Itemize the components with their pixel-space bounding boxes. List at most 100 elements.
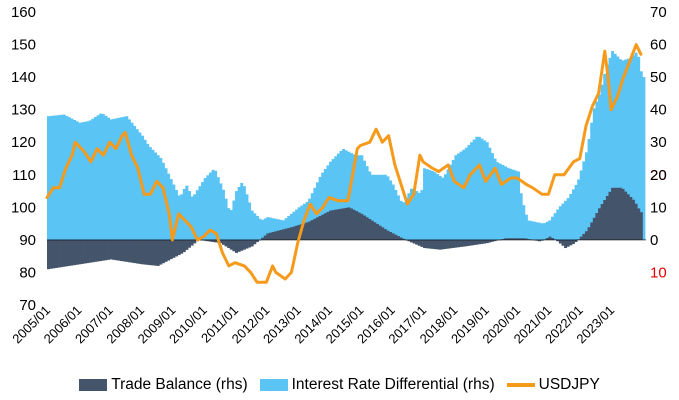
bar-mark (558, 239, 562, 244)
bar-mark (467, 239, 471, 246)
bar-mark (360, 155, 364, 240)
bar-mark (159, 157, 163, 240)
bar-mark (381, 227, 385, 240)
bar-mark (621, 188, 625, 240)
bar-mark (62, 239, 66, 267)
bar-mark (451, 159, 455, 240)
bar-mark (161, 239, 165, 264)
bar-mark (613, 53, 617, 240)
bar-mark (642, 77, 646, 240)
bar-mark (355, 211, 359, 240)
bar-mark (161, 162, 165, 240)
y-right-tick-label: 30 (650, 134, 667, 151)
bar-mark (618, 187, 622, 240)
bar-mark (266, 233, 270, 240)
bar-mark (133, 125, 137, 240)
bar-mark (214, 239, 218, 243)
bar-mark (480, 239, 484, 244)
y-right-tick-label: 10 (650, 199, 667, 216)
bar-mark (154, 152, 158, 240)
bar-mark (122, 239, 126, 262)
bar-mark (402, 202, 406, 240)
bar-mark (629, 197, 633, 240)
bar-mark (383, 174, 387, 240)
bar-mark (443, 239, 447, 249)
bar-mark (595, 101, 599, 240)
bar-mark (396, 195, 400, 240)
bar-mark (271, 218, 275, 240)
bar-mark (394, 234, 398, 240)
bar-mark (114, 239, 118, 261)
bar-mark (219, 183, 223, 240)
bar-mark (174, 189, 178, 240)
bar-mark (339, 208, 343, 240)
bar-mark (49, 239, 53, 269)
bar-mark (501, 239, 505, 240)
bar-mark (530, 221, 534, 240)
bar-mark (420, 189, 424, 240)
bar-mark (206, 175, 210, 240)
bar-mark (561, 203, 565, 240)
bar-mark (313, 218, 317, 240)
bar-mark (639, 71, 643, 240)
bar-mark (423, 168, 427, 240)
bar-mark (535, 239, 539, 241)
bar-mark (292, 226, 296, 240)
bar-mark (326, 165, 330, 240)
bar-mark (611, 51, 615, 240)
bar-mark (574, 239, 578, 243)
bar-mark (430, 170, 434, 240)
bar-mark (295, 209, 299, 240)
bar-mark (112, 118, 116, 240)
bar-mark (107, 117, 111, 240)
bar-mark (488, 239, 492, 243)
bar-mark (362, 160, 366, 240)
bar-mark (190, 239, 194, 246)
bar-mark (553, 213, 557, 240)
bar-mark (462, 149, 466, 240)
bar-mark (407, 193, 411, 240)
bar-mark (592, 217, 596, 240)
bar-mark (329, 161, 333, 240)
bar-mark (94, 239, 97, 262)
bar-mark (336, 209, 340, 240)
bar-mark (569, 193, 573, 240)
bar-mark (305, 222, 309, 240)
bar-mark (125, 239, 129, 262)
bar-mark (477, 239, 481, 245)
bar-mark (355, 155, 359, 240)
bar-mark (441, 239, 445, 250)
bar-mark (595, 213, 599, 240)
bar-mark (402, 238, 406, 240)
bar-mark (590, 122, 594, 240)
bar-mark (49, 115, 53, 240)
bar-mark (577, 179, 581, 240)
bar-mark (143, 139, 147, 240)
bar-mark (386, 230, 390, 240)
bar-mark (52, 115, 56, 240)
bar-mark (639, 212, 643, 240)
bar-mark (96, 239, 100, 262)
bar-mark (237, 186, 241, 240)
bar-mark (57, 115, 61, 240)
legend-swatch-ird (259, 379, 288, 391)
bar-mark (459, 151, 463, 240)
bar-mark (261, 237, 265, 240)
bar-mark (590, 222, 594, 240)
bar-mark (407, 239, 411, 242)
bar-mark (159, 239, 163, 265)
bar-mark (412, 189, 416, 240)
bar-mark (141, 239, 144, 265)
bar-mark (347, 207, 351, 240)
bar-mark (86, 239, 90, 264)
bar-mark (349, 208, 353, 240)
bar-mark (483, 239, 487, 244)
bar-mark (86, 121, 90, 240)
bar-mark (527, 220, 531, 240)
bar-mark (464, 239, 468, 247)
bar-mark (308, 198, 312, 240)
bar-mark (253, 239, 257, 245)
legend-item-ird: Interest Rate Differential (rhs) (259, 376, 495, 394)
bar-mark (506, 167, 510, 240)
bar-mark (104, 115, 108, 240)
